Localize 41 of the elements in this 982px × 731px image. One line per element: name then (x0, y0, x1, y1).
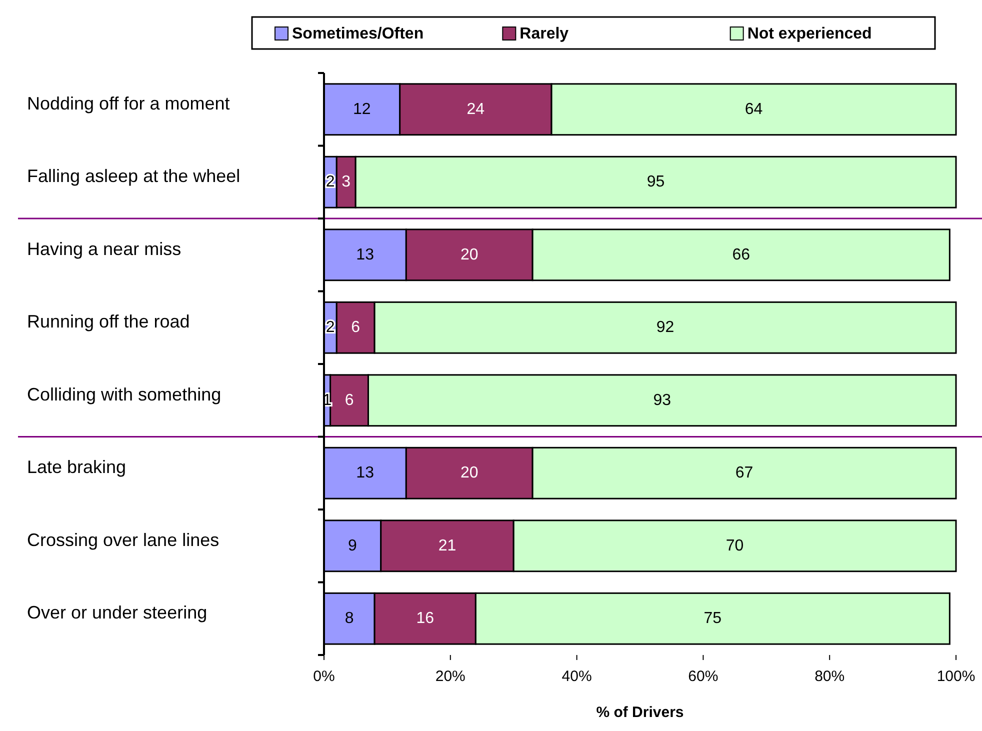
y-tick-label: Colliding with something (27, 384, 222, 404)
y-tick-label: Having a near miss (27, 238, 182, 259)
legend-label: Not experienced (747, 26, 872, 42)
data-label: 93 (653, 392, 672, 409)
x-tick-label: 0% (313, 668, 335, 685)
y-tick-label: Late braking (27, 457, 126, 478)
x-tick-label: 100% (936, 668, 976, 685)
data-label: 2 (326, 174, 335, 191)
y-tick-label: Over or under steering (27, 602, 208, 623)
data-label: 13 (356, 246, 374, 264)
data-label: 8 (344, 610, 354, 628)
data-label: 9 (348, 537, 357, 554)
data-label: 2 (326, 319, 335, 336)
data-label: 67 (735, 464, 754, 482)
data-label: 13 (356, 464, 374, 482)
data-label: 92 (656, 319, 674, 336)
data-label: 75 (704, 610, 722, 628)
data-label: 24 (466, 100, 485, 118)
data-label: 6 (351, 319, 360, 336)
y-tick-label: Crossing over lane lines (27, 530, 220, 550)
data-label: 20 (460, 464, 478, 482)
data-label: 21 (438, 537, 456, 554)
x-tick-label: 20% (435, 668, 466, 685)
data-label: 3 (342, 174, 351, 191)
x-tick-label: 60% (688, 668, 718, 685)
y-tick-label: Nodding off for a moment (27, 93, 230, 114)
data-label: 20 (460, 246, 478, 264)
legend-label: Rarely (520, 26, 569, 42)
y-tick-label: Falling asleep at the wheel (27, 166, 240, 186)
x-tick-label: 80% (814, 668, 845, 685)
x-tick-label: 40% (562, 668, 592, 685)
data-label: 12 (353, 100, 371, 118)
y-tick-label: Running off the road (27, 312, 190, 332)
data-label: 16 (416, 610, 434, 628)
x-axis-title: % of Drivers (596, 704, 684, 721)
legend-label: Sometimes/Often (292, 26, 424, 42)
data-label: 66 (732, 246, 750, 264)
data-label: 64 (744, 100, 763, 118)
data-label: 6 (344, 392, 354, 409)
data-label: 70 (726, 537, 744, 554)
data-label: 95 (646, 174, 665, 191)
